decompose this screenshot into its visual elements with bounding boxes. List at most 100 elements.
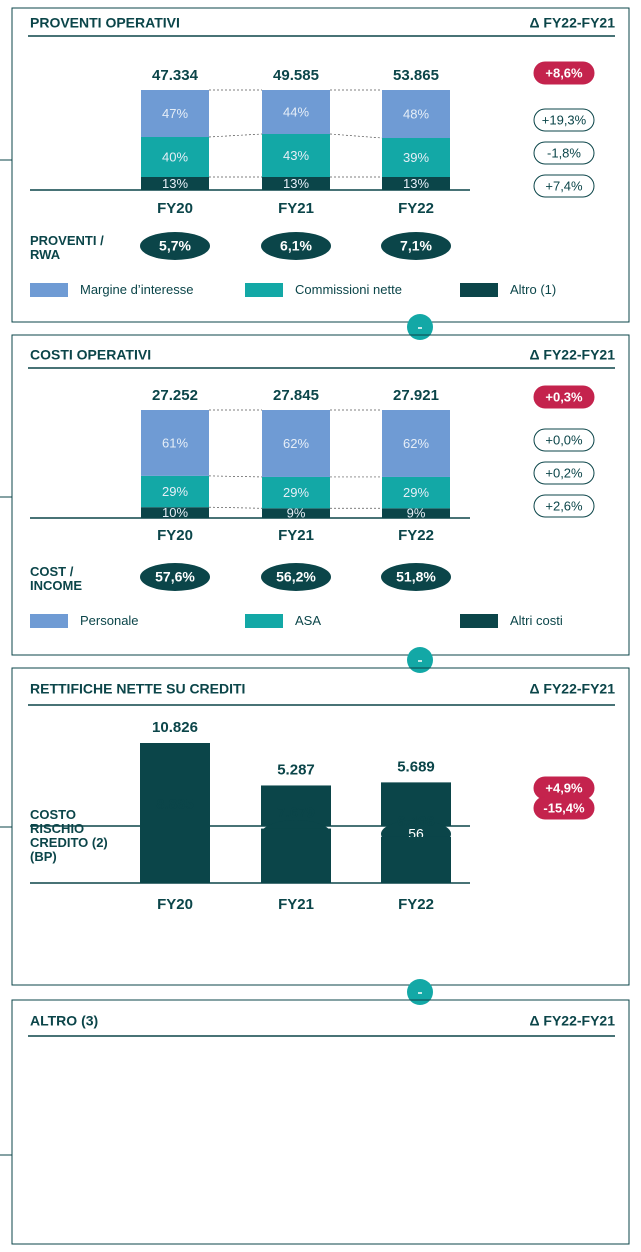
bar-segment <box>262 508 330 518</box>
legend-swatch <box>245 283 283 297</box>
x-tick-label: FY20 <box>157 896 193 913</box>
ratio-oval <box>261 563 331 591</box>
value-label: 5.689 <box>397 758 435 775</box>
legend-swatch <box>245 614 283 628</box>
change-pill <box>533 494 595 518</box>
change-pill <box>533 174 595 198</box>
segment-label: 13% <box>283 176 309 191</box>
legend-swatch <box>30 614 68 628</box>
change-pill <box>533 428 595 452</box>
value-label: 6.496 <box>397 813 435 830</box>
connector-line <box>208 475 263 478</box>
value-label: 10.826 <box>152 719 198 736</box>
legend-label: Altro (1) <box>510 282 557 297</box>
change-label: -15,4% <box>543 800 585 815</box>
segment-label: 10% <box>162 505 188 520</box>
ratio-oval <box>381 232 451 260</box>
panel <box>11 7 630 323</box>
x-tick-label: FY20 <box>157 527 193 544</box>
ratio-label: COST / INCOME <box>30 564 82 593</box>
value-label: 5.287 <box>277 761 315 778</box>
bar-segment <box>262 476 330 509</box>
legend-label: Altri costi <box>510 613 563 628</box>
segment-label: 39% <box>403 150 429 165</box>
change-label: -1,8% <box>547 145 581 160</box>
panel <box>11 999 630 1245</box>
segment-label: 40% <box>162 149 188 164</box>
bar-segment <box>382 90 450 138</box>
connector-line <box>208 133 263 138</box>
bar <box>261 828 331 883</box>
x-tick-label: FY20 <box>157 200 193 217</box>
segment-label: 29% <box>403 485 429 500</box>
segment-label: 44% <box>283 104 309 119</box>
segment-label: 29% <box>283 485 309 500</box>
change-pill <box>533 385 595 409</box>
segment-label: 29% <box>162 484 188 499</box>
legend-swatch <box>30 283 68 297</box>
segment-label: 48% <box>403 106 429 121</box>
bar-segment <box>262 90 330 134</box>
bar-segment <box>141 177 209 190</box>
total-label: 53.865 <box>393 67 439 84</box>
ratio-oval <box>381 563 451 591</box>
connector <box>407 979 433 1005</box>
x-tick-label: FY22 <box>398 896 434 913</box>
change-pill <box>533 461 595 485</box>
total-label: 27.845 <box>273 387 319 404</box>
bar-segment <box>382 138 450 177</box>
bar <box>381 782 451 826</box>
ratio-label: COSTO RISCHIO CREDITO (2) (BP) <box>30 807 108 864</box>
legend-swatch <box>460 283 498 297</box>
panel-title: RETTIFICHE NETTE SU CREDITI <box>30 681 245 697</box>
segment-label: 9% <box>407 506 426 521</box>
segment-label: 61% <box>162 435 188 450</box>
connector <box>407 314 433 340</box>
segment-label: 9% <box>287 506 306 521</box>
bar <box>381 836 451 883</box>
ratio-label: PROVENTI / RWA <box>30 233 104 262</box>
bar <box>140 820 210 883</box>
change-label: +4,9% <box>545 780 583 795</box>
change-title: Δ FY22-FY21 <box>529 347 615 363</box>
bar-segment <box>262 410 330 477</box>
connector <box>407 647 433 673</box>
x-tick-label: FY21 <box>278 200 314 217</box>
legend-label: ASA <box>295 613 322 628</box>
bar-segment <box>382 508 450 518</box>
segment-label: 47% <box>162 106 188 121</box>
x-tick-label: FY21 <box>278 527 314 544</box>
ratio-oval <box>140 232 210 260</box>
change-label: +19,3% <box>542 112 587 127</box>
bar <box>140 743 210 826</box>
bar-segment <box>141 410 209 476</box>
ratio-oval <box>261 232 331 260</box>
legend-swatch <box>460 614 498 628</box>
legend-label: Commissioni nette <box>295 282 402 297</box>
total-label: 27.921 <box>393 387 439 404</box>
ratio-value: 56,2% <box>276 569 316 585</box>
change-title: Δ FY22-FY21 <box>529 15 615 31</box>
bar-segment <box>382 177 450 190</box>
bar-segment <box>262 177 330 190</box>
bar-segment <box>382 410 450 477</box>
panel-title: ALTRO (3) <box>30 1013 98 1029</box>
bar-segment <box>382 476 450 509</box>
panel <box>11 334 630 656</box>
total-label: 27.252 <box>152 387 198 404</box>
bar-segment <box>262 134 330 177</box>
change-label: +2,6% <box>545 498 583 513</box>
change-pill <box>533 796 595 820</box>
segment-label: 62% <box>403 436 429 451</box>
ratio-value: 57,6% <box>155 569 195 585</box>
bar-segment <box>141 507 209 518</box>
change-label: +8,6% <box>545 65 583 80</box>
x-tick-label: FY21 <box>278 896 314 913</box>
bar-segment <box>141 475 209 508</box>
change-title: Δ FY22-FY21 <box>529 681 615 697</box>
change-label: +7,4% <box>545 178 583 193</box>
change-pill <box>533 141 595 165</box>
ratio-value: 51,8% <box>396 569 436 585</box>
segment-label: 43% <box>283 148 309 163</box>
